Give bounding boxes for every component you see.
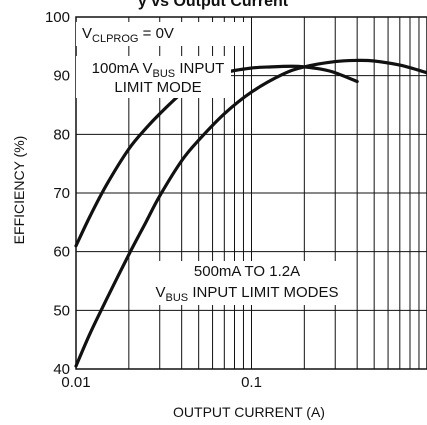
annotation-text: INPUT LIMIT MODES — [188, 284, 338, 301]
annotation-mask-vclprog — [76, 22, 244, 46]
y-tick-label: 60 — [53, 244, 70, 261]
annotation-subscript: BUS — [153, 68, 176, 80]
annotation-hundred-line1: 100mA VBUS INPUT — [92, 60, 225, 80]
y-tick-label: 90 — [53, 68, 70, 85]
annotation-mask-100ma — [76, 56, 231, 98]
y-tick-label: 40 — [53, 361, 70, 378]
y-axis-title: EFFICIENCY (%) — [11, 136, 27, 245]
x-tick-label: 0.1 — [241, 374, 262, 391]
annotation-vclprog: VCLPROG = 0V — [82, 25, 174, 45]
annotation-hundred-line2: LIMIT MODE — [114, 79, 201, 96]
annotation-subscript: CLPROG — [92, 33, 138, 45]
annotation-mask-500ma — [157, 261, 337, 305]
annotation-text: INPUT — [175, 60, 224, 77]
y-tick-labels: 40 50 60 70 80 90 100 — [45, 9, 70, 378]
annotation-text: LIMIT MODE — [114, 79, 201, 96]
plot-frame — [75, 16, 427, 370]
x-axis-title: OUTPUT CURRENT (A) — [173, 404, 325, 420]
x-tick-label: 0.01 — [61, 374, 90, 391]
annotation-text: 500mA TO 1.2A — [194, 263, 300, 280]
y-tick-label: 100 — [45, 9, 70, 26]
annotation-text: V — [82, 25, 92, 42]
y-tick-label: 50 — [53, 302, 70, 319]
annotation-subscript: BUS — [166, 292, 189, 304]
annotation-text: 100mA V — [92, 60, 153, 77]
x-tick-labels: 0.01 0.1 — [61, 374, 262, 391]
y-tick-label: 70 — [53, 185, 70, 202]
annotation-text: = 0V — [138, 25, 173, 42]
annotation-fivehundred-line1: 500mA TO 1.2A — [194, 263, 300, 280]
efficiency-curve-2 — [74, 58, 427, 368]
annotation-text: V — [156, 284, 166, 301]
y-tick-label: 80 — [53, 126, 70, 143]
chart-title-fragment: y vs Output Current — [138, 0, 289, 10]
annotation-fivehundred-line2: VBUS INPUT LIMIT MODES — [156, 284, 339, 304]
